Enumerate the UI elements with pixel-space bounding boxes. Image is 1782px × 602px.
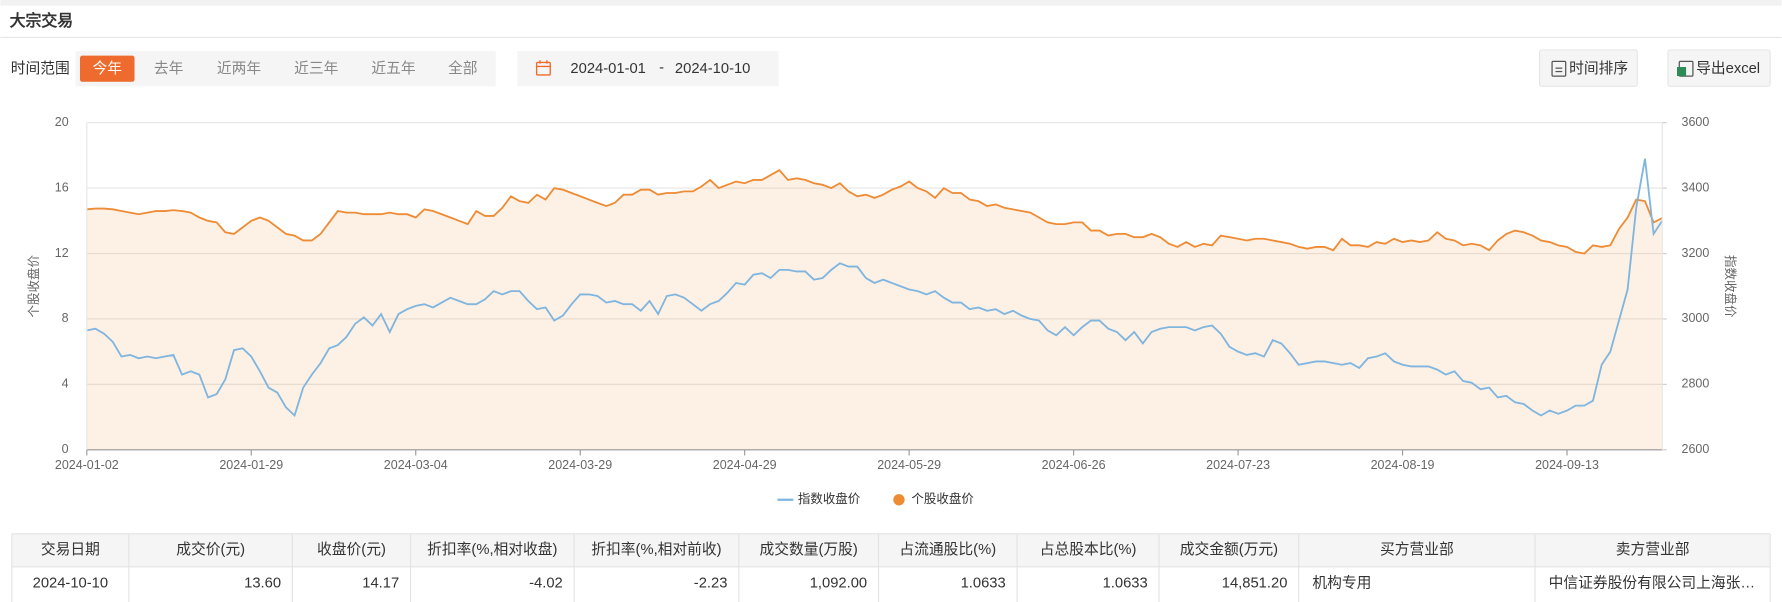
table-cell: 1.0633 bbox=[1103, 576, 1148, 592]
line bbox=[86, 168, 1663, 255]
filter-group bbox=[75, 51, 496, 87]
filter-option[interactable]: 去年 bbox=[154, 60, 184, 77]
filter-option[interactable]: 近五年 bbox=[371, 60, 416, 77]
table-cell: 2024-10-10 bbox=[33, 576, 108, 592]
y2-tick-label: 3400 bbox=[1682, 180, 1710, 194]
y-tick-label: 0 bbox=[62, 442, 69, 456]
x-tick-label: 2024-04-29 bbox=[713, 458, 777, 472]
y2-tick-label: 2800 bbox=[1682, 377, 1710, 391]
filter-option[interactable]: 近三年 bbox=[294, 60, 339, 77]
x-tick-label: 2024-03-04 bbox=[384, 458, 448, 472]
column-header: 成交价(元) bbox=[176, 540, 245, 558]
filter-active-bg bbox=[80, 55, 135, 82]
column-header: 卖方营业部 bbox=[1616, 541, 1690, 558]
filter-option[interactable]: 全部 bbox=[448, 59, 478, 77]
table: 交易日期 成交价(元) 收盘价(元) 折扣率(%,相对收盘) 折扣率(%,相对前收) 成交… bbox=[11, 533, 1771, 602]
x-tick-label: 2024-06-26 bbox=[1042, 458, 1106, 472]
x-tick-label: 2024-03-29 bbox=[548, 458, 612, 472]
legend-marker bbox=[893, 494, 905, 506]
column-header: 成交金额(万元) bbox=[1180, 540, 1278, 558]
column-header: 占总股本比(%) bbox=[1040, 541, 1137, 558]
column-header: 收盘价(元) bbox=[317, 540, 386, 558]
y2-tick-label: 3600 bbox=[1682, 115, 1710, 129]
y-tick-label: 12 bbox=[55, 246, 69, 260]
x-tick-label: 2024-01-02 bbox=[55, 458, 119, 472]
export-button[interactable] bbox=[1667, 49, 1771, 87]
top-strip bbox=[0, 0, 1782, 6]
column-header: 交易日期 bbox=[41, 540, 100, 558]
y-tick-label: 20 bbox=[55, 115, 69, 129]
y2-tick-label: 3000 bbox=[1682, 311, 1710, 325]
export-label[interactable]: 导出excel bbox=[1696, 60, 1760, 77]
calendar-icon bbox=[535, 60, 551, 76]
table-cell: 14.17 bbox=[362, 576, 399, 592]
table-cell: 1.0633 bbox=[961, 576, 1006, 592]
y-axis-title: 个股收盘价 bbox=[26, 255, 41, 318]
table-cell: -4.02 bbox=[529, 576, 563, 592]
column-header: 折扣率(%,相对前收) bbox=[591, 541, 721, 558]
date-end[interactable]: 2024-10-10 bbox=[675, 61, 750, 77]
y-tick-label: 4 bbox=[62, 377, 69, 391]
table-cell: 13.60 bbox=[244, 576, 281, 592]
filter-option[interactable]: 今年 bbox=[93, 60, 123, 77]
x-tick-label: 2024-07-23 bbox=[1206, 458, 1270, 472]
filter-label: 时间范围 bbox=[11, 60, 70, 77]
column-header: 折扣率(%,相对收盘) bbox=[427, 540, 557, 558]
y2-tick-label: 3200 bbox=[1682, 246, 1710, 260]
x-tick-label: 2024-08-19 bbox=[1371, 458, 1435, 472]
section-title: 大宗交易 bbox=[10, 11, 74, 30]
table-cell: -2.23 bbox=[694, 576, 728, 592]
y-tick-label: 16 bbox=[55, 180, 69, 194]
column-header: 成交数量(万股) bbox=[759, 540, 857, 558]
sort-icon bbox=[1551, 60, 1567, 77]
y-tick-label: 8 bbox=[62, 311, 69, 325]
line bbox=[86, 158, 1663, 418]
table-cell: 中信证券股份有限公司上海张… bbox=[1549, 575, 1756, 592]
date-separator: - bbox=[659, 60, 664, 76]
date-range-box[interactable] bbox=[517, 51, 779, 87]
y2-tick-label: 2600 bbox=[1682, 442, 1710, 456]
sort-button[interactable] bbox=[1539, 49, 1638, 87]
column-header: 买方营业部 bbox=[1380, 541, 1454, 558]
area bbox=[86, 170, 1663, 450]
x-tick-label: 2024-09-13 bbox=[1535, 458, 1599, 472]
x-tick-label: 2024-01-29 bbox=[219, 458, 283, 472]
column-header: 占流通股比(%) bbox=[899, 541, 996, 558]
filter-option[interactable]: 近两年 bbox=[217, 60, 262, 77]
legend-label: 个股收盘价 bbox=[911, 491, 974, 506]
legend-label: 指数收盘价 bbox=[798, 491, 861, 506]
date-start[interactable]: 2024-01-01 bbox=[570, 61, 645, 77]
table-cell: 14,851.20 bbox=[1222, 576, 1288, 592]
sort-label[interactable]: 时间排序 bbox=[1569, 60, 1628, 77]
excel-icon bbox=[1677, 60, 1694, 77]
table-cell: 机构专用 bbox=[1312, 575, 1371, 592]
table-header-bg bbox=[11, 533, 1771, 567]
table-cell: 1,092.00 bbox=[810, 576, 867, 592]
y2-axis-title: 指数收盘价 bbox=[1723, 255, 1738, 318]
x-tick-label: 2024-05-29 bbox=[877, 458, 941, 472]
